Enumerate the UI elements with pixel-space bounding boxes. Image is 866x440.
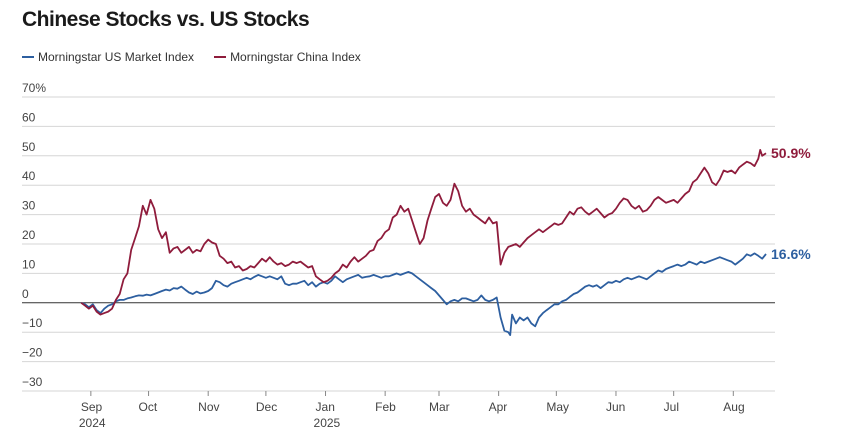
legend-swatch-china	[214, 56, 227, 58]
y-tick-label: 30	[22, 199, 36, 213]
y-tick-label: 60	[22, 110, 36, 124]
x-tick-label: Mar	[429, 400, 450, 414]
chart-title: Chinese Stocks vs. US Stocks	[22, 8, 310, 31]
x-tick-label: Sep	[81, 400, 103, 414]
series-line-us-market	[80, 252, 767, 336]
series-line-china	[80, 149, 767, 316]
x-tick-label: Feb	[375, 400, 396, 414]
x-tick-label: Jun	[606, 400, 625, 414]
y-tick-label: 0	[22, 287, 29, 301]
chart-series	[80, 149, 767, 336]
x-tick-year-label: 2024	[79, 416, 106, 430]
end-label-us-market: 16.6%	[771, 246, 811, 262]
x-tick-label: Jul	[664, 400, 679, 414]
legend-label-china: Morningstar China Index	[230, 50, 361, 64]
chart-gridlines	[22, 96, 775, 392]
end-label-china: 50.9%	[771, 145, 811, 161]
y-tick-label: 50	[22, 140, 36, 154]
x-tick-label: Dec	[256, 400, 277, 414]
y-tick-label: 10	[22, 257, 36, 271]
y-tick-label: 20	[22, 228, 36, 242]
chart-legend: Morningstar US Market Index Morningstar …	[22, 50, 361, 64]
y-tick-label: −20	[22, 346, 43, 360]
legend-label-us: Morningstar US Market Index	[38, 50, 195, 64]
x-tick-label: Nov	[198, 400, 219, 414]
x-tick-label: May	[546, 400, 569, 414]
x-tick-label: Apr	[489, 400, 508, 414]
y-tick-label: −30	[22, 375, 43, 389]
x-tick-label: Aug	[723, 400, 744, 414]
legend-swatch-us	[22, 56, 34, 58]
y-tick-label: −10	[22, 316, 43, 330]
y-tick-label: 40	[22, 169, 36, 183]
x-axis-ticks: Sep 2024 Oct Nov Dec Jan 2025 Feb Mar Apr May Jun Ju…	[79, 391, 745, 430]
legend-item-china: Morningstar China Index	[214, 50, 361, 64]
chart-end-labels: 16.6% 50.9%	[771, 145, 811, 262]
y-axis-ticks: −30 −20 −10 0 10 20 30 40 50 60 70%	[22, 81, 46, 389]
x-tick-year-label: 2025	[314, 416, 341, 430]
legend-item-us: Morningstar US Market Index	[22, 50, 194, 64]
x-tick-label: Oct	[139, 400, 158, 414]
y-tick-label: 70%	[22, 81, 46, 95]
x-tick-label: Jan	[316, 400, 335, 414]
